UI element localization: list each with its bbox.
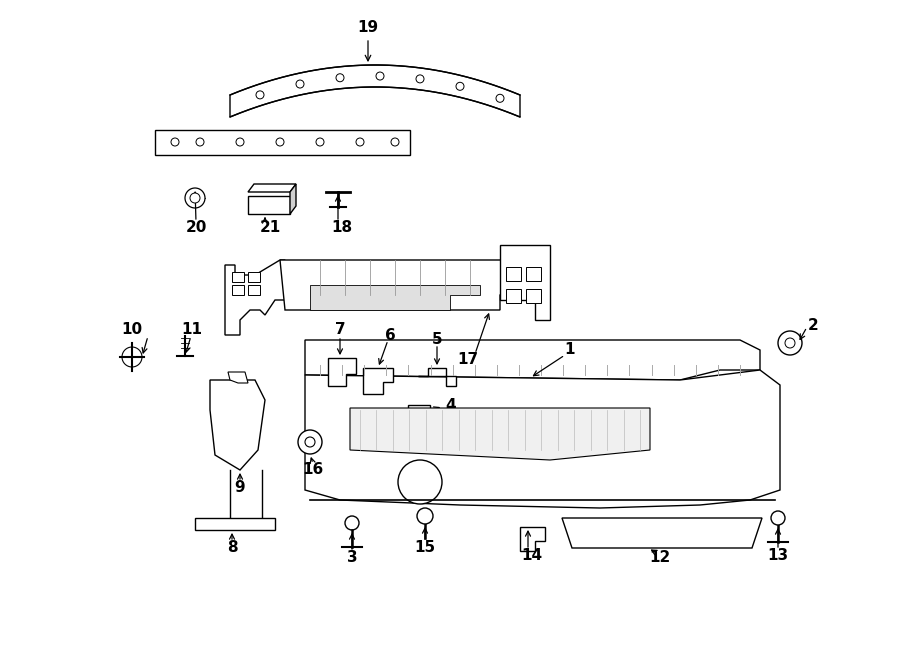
Polygon shape bbox=[195, 518, 275, 530]
Polygon shape bbox=[248, 184, 296, 192]
Circle shape bbox=[376, 72, 384, 80]
Text: 11: 11 bbox=[182, 323, 202, 338]
Bar bbox=[526, 267, 541, 281]
Bar bbox=[155, 130, 410, 155]
Bar bbox=[232, 272, 244, 282]
Polygon shape bbox=[520, 527, 545, 551]
Bar bbox=[232, 285, 244, 295]
Polygon shape bbox=[363, 368, 393, 394]
Circle shape bbox=[276, 138, 284, 146]
Circle shape bbox=[171, 138, 179, 146]
Polygon shape bbox=[350, 408, 650, 460]
Circle shape bbox=[416, 75, 424, 83]
Circle shape bbox=[771, 511, 785, 525]
Polygon shape bbox=[500, 245, 550, 320]
Circle shape bbox=[236, 138, 244, 146]
Polygon shape bbox=[305, 370, 780, 508]
Bar bbox=[506, 267, 521, 281]
Polygon shape bbox=[310, 285, 480, 310]
Circle shape bbox=[417, 508, 433, 524]
Text: 8: 8 bbox=[227, 541, 238, 555]
Polygon shape bbox=[328, 358, 356, 386]
Polygon shape bbox=[230, 65, 520, 117]
Bar bbox=[248, 285, 260, 295]
Text: 10: 10 bbox=[122, 323, 142, 338]
Text: 2: 2 bbox=[808, 317, 819, 332]
Text: 19: 19 bbox=[357, 20, 379, 36]
Circle shape bbox=[196, 138, 204, 146]
Circle shape bbox=[185, 188, 205, 208]
Bar bbox=[506, 289, 521, 303]
Polygon shape bbox=[280, 260, 530, 310]
Circle shape bbox=[356, 138, 364, 146]
Polygon shape bbox=[228, 372, 248, 383]
Polygon shape bbox=[225, 260, 285, 335]
Polygon shape bbox=[305, 340, 760, 380]
Text: 7: 7 bbox=[335, 323, 346, 338]
Circle shape bbox=[391, 138, 399, 146]
Text: 4: 4 bbox=[445, 399, 455, 414]
Text: 14: 14 bbox=[521, 549, 543, 563]
Circle shape bbox=[256, 91, 264, 99]
Circle shape bbox=[298, 430, 322, 454]
Circle shape bbox=[496, 95, 504, 102]
Text: 9: 9 bbox=[235, 481, 246, 496]
Circle shape bbox=[785, 338, 795, 348]
Bar bbox=[526, 289, 541, 303]
Bar bbox=[408, 405, 430, 419]
Text: 1: 1 bbox=[565, 342, 575, 358]
Circle shape bbox=[316, 138, 324, 146]
Text: 17: 17 bbox=[457, 352, 479, 368]
Text: 5: 5 bbox=[432, 332, 442, 348]
Circle shape bbox=[305, 437, 315, 447]
Bar bbox=[248, 272, 260, 282]
Text: 6: 6 bbox=[384, 327, 395, 342]
Circle shape bbox=[456, 83, 464, 91]
Circle shape bbox=[190, 193, 200, 203]
Polygon shape bbox=[210, 380, 265, 470]
Text: 15: 15 bbox=[414, 541, 436, 555]
Text: 21: 21 bbox=[259, 221, 281, 235]
Polygon shape bbox=[418, 368, 456, 386]
Text: 3: 3 bbox=[346, 551, 357, 566]
Circle shape bbox=[398, 460, 442, 504]
Text: 18: 18 bbox=[331, 221, 353, 235]
Text: 13: 13 bbox=[768, 547, 788, 563]
Text: 16: 16 bbox=[302, 463, 324, 477]
Circle shape bbox=[778, 331, 802, 355]
Polygon shape bbox=[562, 518, 762, 548]
Polygon shape bbox=[290, 184, 296, 214]
Circle shape bbox=[296, 80, 304, 88]
Circle shape bbox=[345, 516, 359, 530]
Text: 12: 12 bbox=[650, 551, 670, 566]
Circle shape bbox=[336, 74, 344, 82]
Text: 20: 20 bbox=[185, 221, 207, 235]
Bar bbox=[248, 196, 290, 214]
